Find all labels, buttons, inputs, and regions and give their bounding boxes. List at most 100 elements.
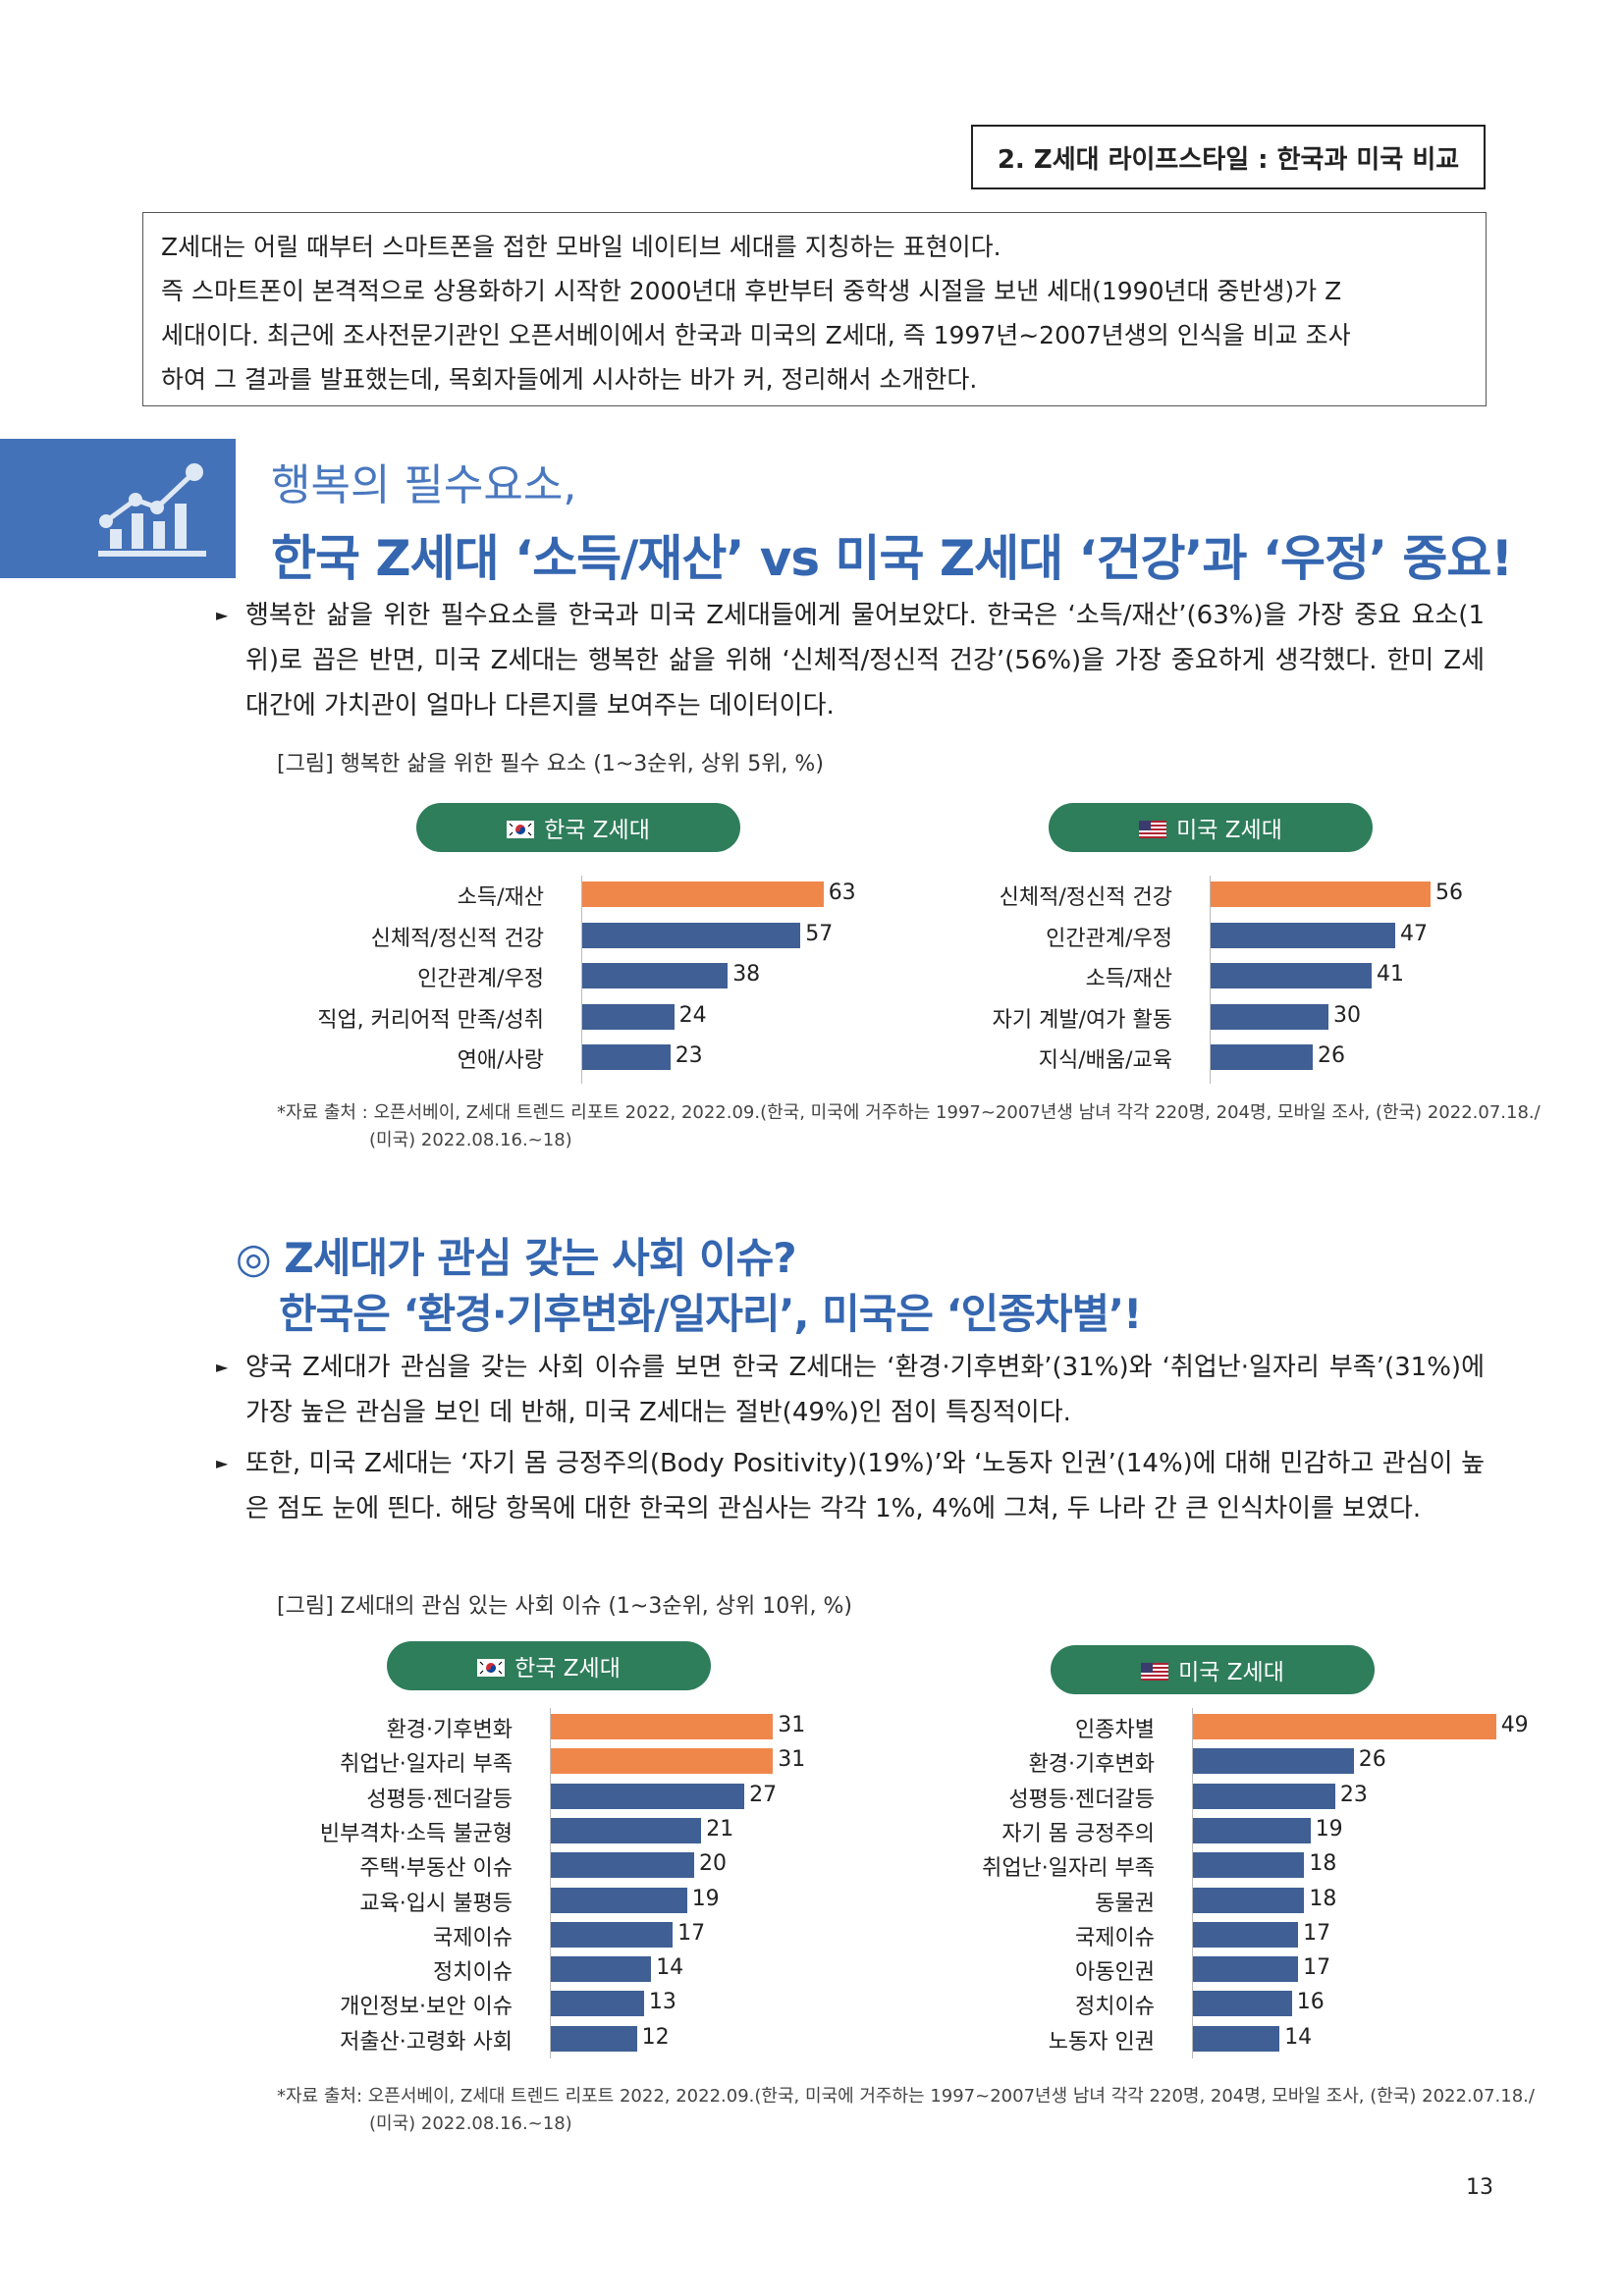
bar-category-label: 환경·기후변화 xyxy=(386,1718,513,1742)
bar-category-label: 소득/재산 xyxy=(457,885,544,910)
bar-value-label: 63 xyxy=(828,881,856,905)
section1-paragraph: ► 행복한 삶을 위한 필수요소를 한국과 미국 Z세대들에게 물어보았다. 한… xyxy=(216,593,1485,728)
source-note-1: *자료 출처 : 오픈서베이, Z세대 트렌드 리포트 2022, 2022.0… xyxy=(277,1099,1541,1154)
bar-value-label: 41 xyxy=(1377,962,1404,987)
bar xyxy=(1211,963,1372,988)
intro-box: Z세대는 어릴 때부터 스마트폰을 접한 모바일 네이티브 세대를 지칭하는 표… xyxy=(142,212,1487,406)
chart1-usa-pill: 미국 Z세대 xyxy=(1049,803,1373,852)
bar-value-label: 14 xyxy=(1284,2024,1313,2050)
bar-value-label: 23 xyxy=(1339,1782,1368,1807)
bar-category-label: 저출산·고령화 사회 xyxy=(340,2029,513,2055)
bar-category-label: 빈부격차·소득 불균형 xyxy=(319,1821,513,1846)
section2-paragraph1: ► 양국 Z세대가 관심을 갖는 사회 이슈를 보면 한국 Z세대는 ‘환경·기… xyxy=(216,1345,1485,1435)
bar-category-label: 국제이슈 xyxy=(1075,1925,1155,1950)
bar xyxy=(551,1921,674,1948)
chart2-usa-label: 미국 Z세대 xyxy=(1178,1660,1284,1685)
bar xyxy=(1193,1991,1292,2017)
bar-category-label: 환경·기후변화 xyxy=(1028,1752,1155,1778)
bar-category-label: 인종차별 xyxy=(1075,1718,1155,1742)
bar-category-label: 정치이슈 xyxy=(433,1960,513,1986)
bar-value-label: 24 xyxy=(678,1002,707,1028)
bar-category-label: 동물권 xyxy=(1095,1891,1155,1916)
section1-paragraph-text: 행복한 삶을 위한 필수요소를 한국과 미국 Z세대들에게 물어보았다. 한국은… xyxy=(245,601,1485,721)
bar xyxy=(551,1748,774,1775)
bar xyxy=(1193,1956,1299,1983)
bar-value-label: 27 xyxy=(749,1782,778,1807)
bar-category-label: 성평등·젠더갈등 xyxy=(1008,1787,1155,1812)
bar xyxy=(1193,1921,1299,1948)
bar-category-label: 주택·부동산 이슈 xyxy=(359,1856,513,1882)
bar-category-label: 취업난·일자리 부족 xyxy=(340,1752,513,1778)
bar xyxy=(582,881,824,907)
bar xyxy=(582,963,729,988)
intro-line: 세대이다. 최근에 조사전문기관인 오픈서베이에서 한국과 미국의 Z세대, 즉… xyxy=(161,321,1351,349)
bar xyxy=(551,2025,637,2052)
korea-flag-icon xyxy=(507,819,535,838)
bullet-icon: ► xyxy=(216,1454,229,1472)
bar xyxy=(582,922,801,948)
chart-axis xyxy=(1192,1708,1193,2058)
bar xyxy=(582,1003,675,1030)
bar-category-label: 자기 몸 긍정주의 xyxy=(1001,1821,1155,1846)
bar xyxy=(1193,1783,1335,1809)
bar-category-label: 소득/재산 xyxy=(1085,967,1172,991)
bar-value-label: 31 xyxy=(778,1747,806,1773)
bar-value-label: 13 xyxy=(648,1990,676,2015)
usa-flag-icon xyxy=(1141,1661,1169,1681)
bar xyxy=(551,1783,745,1809)
chart1-usa-label: 미국 Z세대 xyxy=(1176,818,1282,843)
bar-value-label: 17 xyxy=(1303,1955,1331,1981)
bar-category-label: 인간관계/우정 xyxy=(1046,926,1172,951)
bar xyxy=(1211,1003,1328,1030)
chart1-korea-pill: 한국 Z세대 xyxy=(416,803,740,852)
bar-category-label: 직업, 커리어적 만족/성취 xyxy=(317,1007,544,1033)
bar-value-label: 17 xyxy=(677,1920,706,1946)
section-tag: 2. Z세대 라이프스타일 : 한국과 미국 비교 xyxy=(971,125,1486,189)
bar-category-label: 정치이슈 xyxy=(1075,1995,1155,2020)
bar xyxy=(1193,1714,1496,1739)
bar-category-label: 성평등·젠더갈등 xyxy=(366,1787,513,1812)
figure-caption-1: [그림] 행복한 삶을 위한 필수 요소 (1~3순위, 상위 5위, %) xyxy=(277,752,824,776)
bar xyxy=(551,1852,694,1879)
section1-subtitle: 행복의 필수요소, xyxy=(271,460,577,510)
bar xyxy=(1211,922,1395,948)
bar-category-label: 국제이슈 xyxy=(433,1925,513,1950)
source-line: (미국) 2022.08.16.~18) xyxy=(369,2113,572,2134)
bar-value-label: 20 xyxy=(699,1851,727,1877)
bar xyxy=(551,1714,774,1739)
section2-title-line2: 한국은 ‘환경·기후변화/일자리’, 미국은 ‘인종차별’! xyxy=(279,1290,1142,1338)
source-line: (미국) 2022.08.16.~18) xyxy=(369,1130,572,1150)
section1-title: 한국 Z세대 ‘소득/재산’ vs 미국 Z세대 ‘건강’과 ‘우정’ 중요! xyxy=(271,530,1513,587)
bar-category-label: 연애/사랑 xyxy=(457,1048,544,1073)
usa-flag-icon xyxy=(1139,819,1167,838)
intro-line: Z세대는 어릴 때부터 스마트폰을 접한 모바일 네이티브 세대를 지칭하는 표… xyxy=(161,233,1001,261)
intro-line: 즉 스마트폰이 본격적으로 상용화하기 시작한 2000년대 후반부터 중학생 … xyxy=(161,277,1342,305)
bar-value-label: 26 xyxy=(1318,1043,1345,1068)
bar-value-label: 23 xyxy=(675,1043,703,1068)
page-number: 13 xyxy=(1466,2175,1493,2200)
section2-paragraph2: ► 또한, 미국 Z세대는 ‘자기 몸 긍정주의(Body Positivity… xyxy=(216,1441,1485,1531)
chart1-korea-label: 한국 Z세대 xyxy=(544,818,650,843)
figure-caption-2: [그림] Z세대의 관심 있는 사회 이슈 (1~3순위, 상위 10위, %) xyxy=(277,1594,852,1619)
bar-value-label: 30 xyxy=(1333,1002,1361,1028)
bar-category-label: 인간관계/우정 xyxy=(417,967,544,991)
bar-value-label: 19 xyxy=(691,1886,720,1911)
bar xyxy=(1193,1887,1305,1913)
bar-category-label: 노동자 인권 xyxy=(1048,2029,1155,2055)
bar xyxy=(1211,1044,1313,1070)
intro-line: 하여 그 결과를 발표했는데, 목회자들에게 시사하는 바가 커, 정리해서 소… xyxy=(161,365,978,394)
bar xyxy=(551,1991,644,2017)
bar-category-label: 신체적/정신적 건강 xyxy=(999,885,1172,910)
section2-title-line1: ◎ Z세대가 관심 갖는 사회 이슈? xyxy=(236,1234,797,1282)
chart-axis xyxy=(581,876,582,1084)
source-line: *자료 출처 : 오픈서베이, Z세대 트렌드 리포트 2022, 2022.0… xyxy=(277,1102,1541,1123)
bar xyxy=(551,1956,652,1983)
bullet-icon: ► xyxy=(216,1358,229,1376)
bar-category-label: 신체적/정신적 건강 xyxy=(370,926,544,951)
bar-value-label: 26 xyxy=(1358,1747,1386,1773)
bar-value-label: 14 xyxy=(656,1955,684,1981)
bar-value-label: 19 xyxy=(1315,1816,1343,1842)
bar-category-label: 지식/배움/교육 xyxy=(1038,1048,1172,1073)
bar-value-label: 47 xyxy=(1400,921,1428,946)
section2-paragraph1-text: 양국 Z세대가 관심을 갖는 사회 이슈를 보면 한국 Z세대는 ‘환경·기후변… xyxy=(245,1353,1485,1427)
